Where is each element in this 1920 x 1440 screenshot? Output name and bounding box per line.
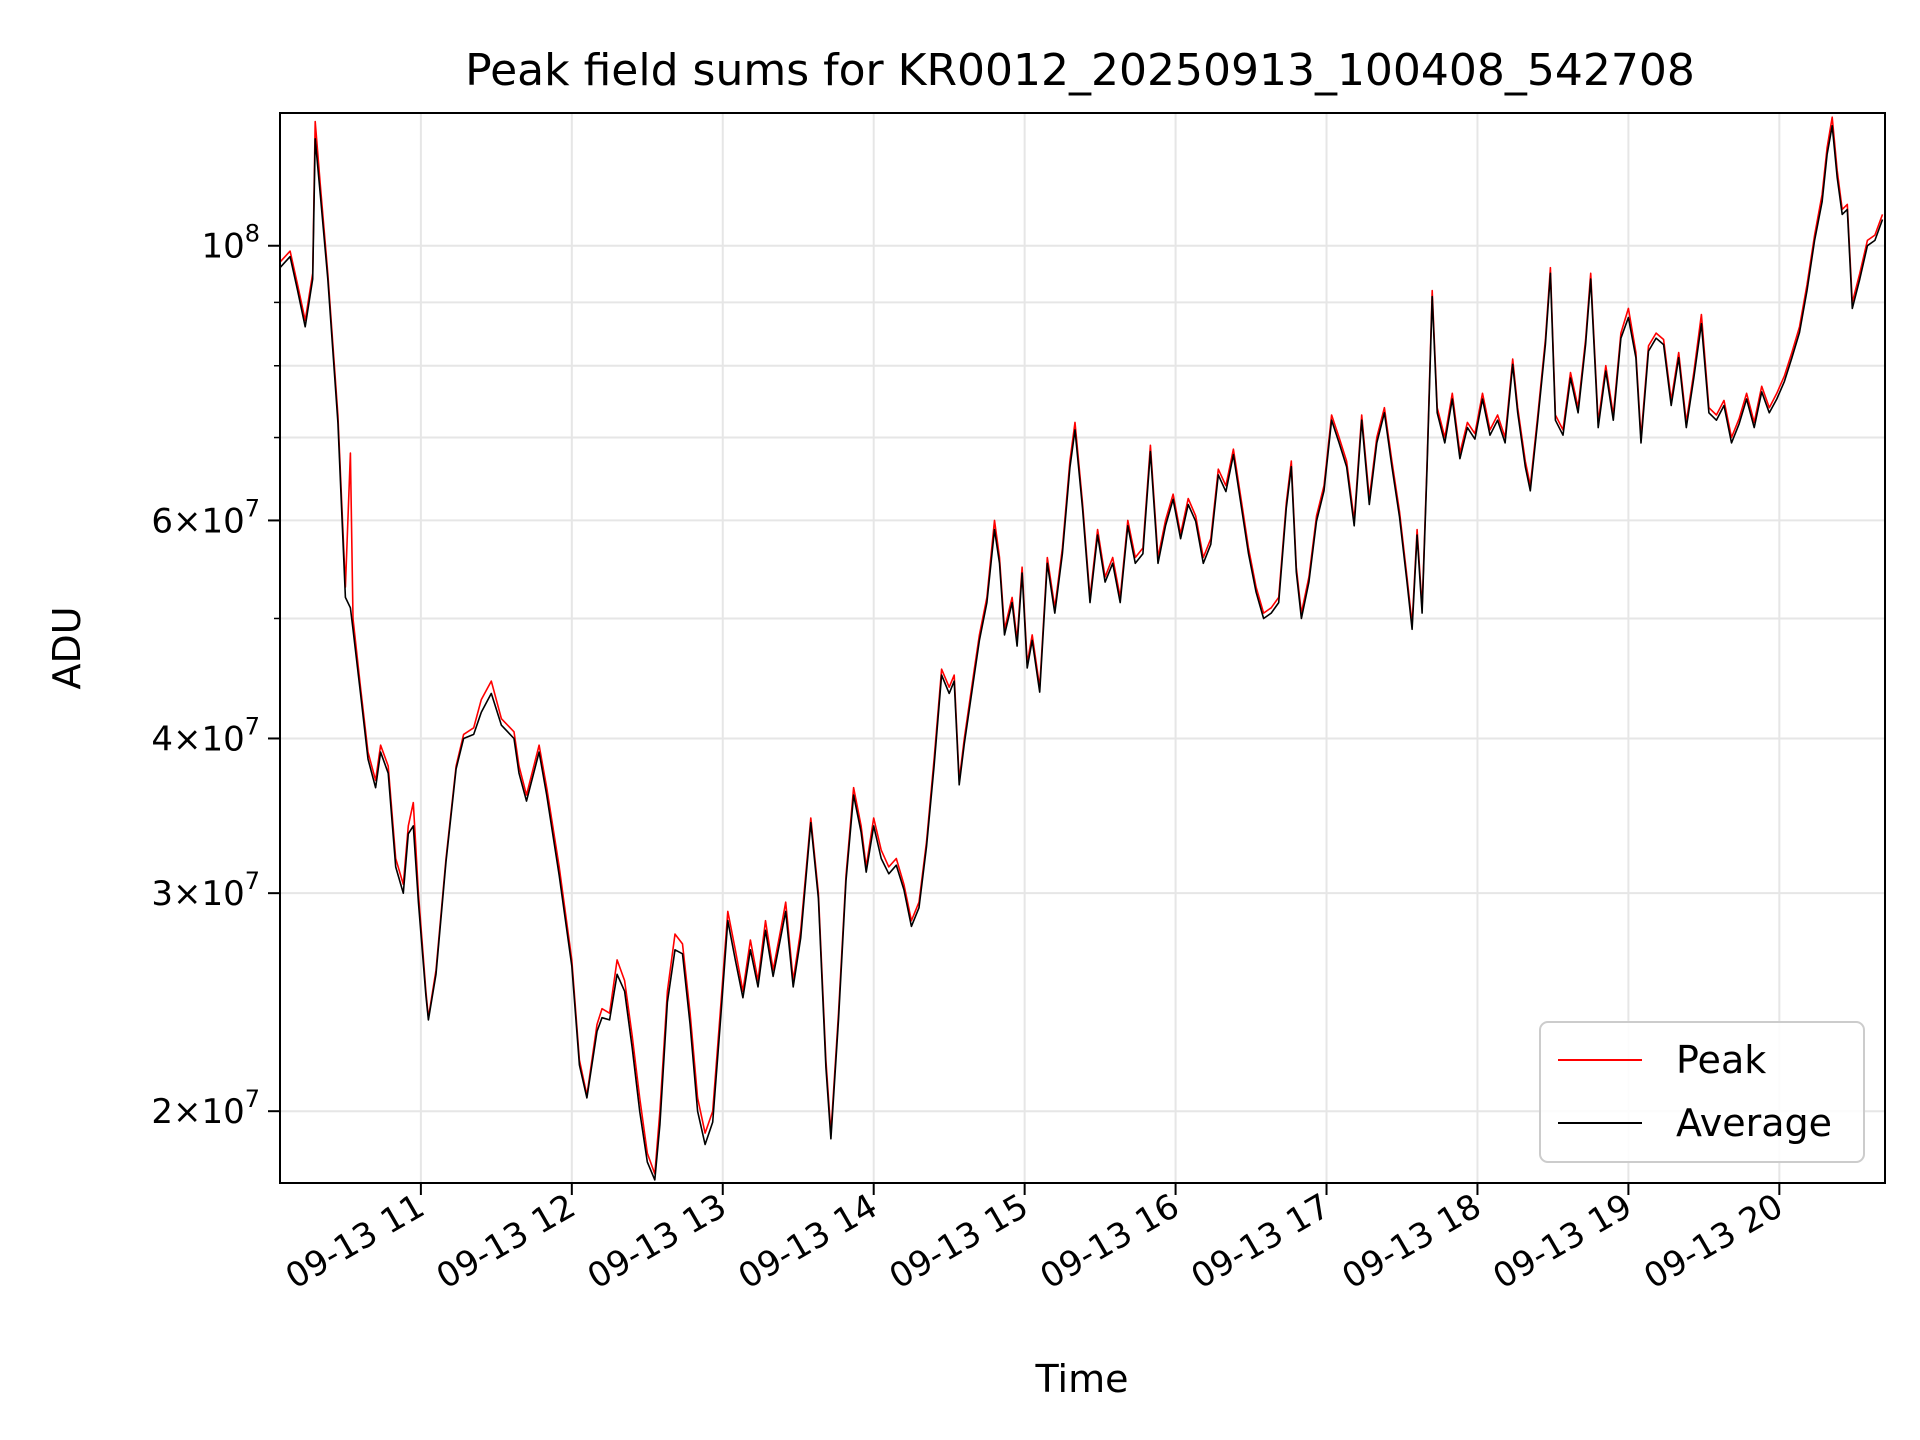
y-tick-exponent: 7 — [245, 1085, 260, 1113]
chart-title: Peak field sums for KR0012_20250913_1004… — [465, 45, 1695, 96]
series-line-average — [279, 125, 1884, 1181]
y-tick-times: × — [173, 1092, 202, 1132]
y-tick-times: × — [173, 719, 202, 759]
y-tick-label: 2×107 — [151, 1085, 260, 1132]
y-tick-label: 4×107 — [151, 712, 260, 759]
y-tick-mantissa: 4 — [151, 719, 173, 759]
y-tick-base: 10 — [201, 874, 244, 914]
y-tick-label: 3×107 — [151, 867, 260, 914]
plot-area — [279, 116, 1884, 1181]
y-tick-label: 108 — [201, 220, 260, 267]
y-tick-mantissa: 6 — [151, 501, 173, 541]
axes-frame — [279, 112, 1886, 1184]
legend: Peak Average — [1539, 1021, 1865, 1163]
y-tick-base: 10 — [201, 1092, 244, 1132]
y-tick-times: × — [173, 501, 202, 541]
legend-box — [1539, 1021, 1865, 1163]
x-axis-label: Time — [1035, 1357, 1129, 1401]
y-tick-exponent: 7 — [245, 494, 260, 522]
grid — [280, 113, 1885, 1183]
y-tick-label: 6×107 — [151, 494, 260, 541]
y-tick-base: 10 — [201, 501, 244, 541]
legend-average-label: Average — [1676, 1101, 1832, 1145]
y-tick-mantissa: 2 — [151, 1092, 173, 1132]
y-axis-label: ADU — [45, 606, 89, 689]
y-tick-base: 10 — [201, 227, 244, 267]
y-tick-exponent: 8 — [245, 220, 260, 248]
legend-peak-label: Peak — [1676, 1038, 1766, 1082]
y-tick-mantissa: 3 — [151, 874, 173, 914]
y-tick-exponent: 7 — [245, 867, 260, 895]
y-tick-times: × — [173, 874, 202, 914]
y-tick-base: 10 — [201, 719, 244, 759]
y-tick-exponent: 7 — [245, 712, 260, 740]
